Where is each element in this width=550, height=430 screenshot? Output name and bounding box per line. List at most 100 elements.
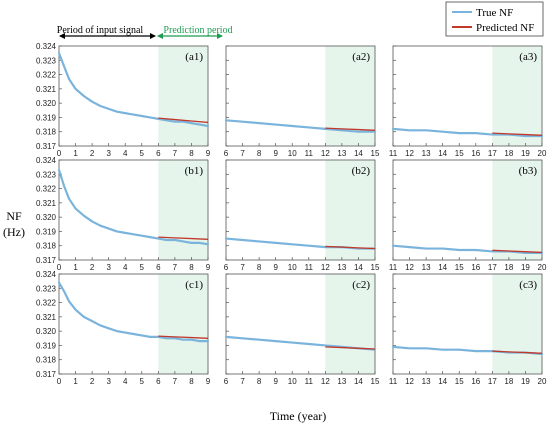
- x-tick-label-a1-1: 1: [73, 149, 78, 158]
- x-tick-label-a2-7: 7: [240, 149, 245, 158]
- predicted-nf-line-b3: [492, 249, 543, 254]
- x-tick-label-c3-18: 18: [504, 377, 513, 386]
- x-tick-label-a3-20: 20: [538, 149, 547, 158]
- x-tick-label-a2-14: 14: [354, 149, 363, 158]
- panel-c2: 6 7 8 9 10 11 12 13 14 15 (c2): [224, 273, 380, 386]
- predicted-nf-line-a3: [492, 132, 543, 136]
- x-tick-label-c1-0: 0: [57, 377, 62, 386]
- x-tick-label-c1-2: 2: [90, 377, 95, 386]
- x-tick-label-a3-18: 18: [504, 149, 513, 158]
- y-tick-label-b1-2: 0.319: [36, 227, 57, 236]
- panel-label-b1: (b1): [185, 165, 204, 177]
- panel-frame-a1: [58, 45, 209, 147]
- predicted-nf-line-c3: [492, 350, 543, 354]
- panel-b3: 11 12 13 14 15 16 17 18 19 20 (b3): [389, 159, 547, 272]
- x-tick-label-c1-4: 4: [123, 377, 128, 386]
- x-tick-label-b1-2: 2: [90, 263, 95, 272]
- x-tick-label-c2-11: 11: [305, 377, 314, 386]
- x-tick-label-a3-11: 11: [389, 149, 398, 158]
- x-tick-label-a1-0: 0: [57, 149, 62, 158]
- predicted-nf-line-b2: [325, 245, 376, 250]
- legend-box: [445, 1, 544, 37]
- panel-label-b2: (b2): [352, 165, 371, 177]
- x-tick-label-b3-17: 17: [488, 263, 497, 272]
- x-tick-label-c3-15: 15: [455, 377, 464, 386]
- y-tick-label-c1-7: 0.324: [36, 270, 57, 279]
- x-tick-label-a2-12: 12: [321, 149, 330, 158]
- y-tick-label-a1-1: 0.318: [36, 128, 57, 137]
- panel-a2: 6 7 8 9 10 11 12 13 14 15 (a2): [224, 45, 380, 158]
- x-tick-label-c2-10: 10: [288, 377, 297, 386]
- x-tick-label-a1-7: 7: [173, 149, 178, 158]
- y-tick-label-c1-1: 0.318: [36, 356, 57, 365]
- predicted-nf-line-c2: [325, 346, 376, 350]
- x-tick-label-b2-12: 12: [321, 263, 330, 272]
- y-tick-label-b1-0: 0.317: [36, 256, 57, 265]
- x-tick-label-a2-9: 9: [273, 149, 278, 158]
- y-tick-label-c1-2: 0.319: [36, 341, 57, 350]
- legend-true-label: True NF: [476, 7, 513, 19]
- x-tick-label-a2-8: 8: [257, 149, 262, 158]
- x-tick-label-b2-11: 11: [305, 263, 314, 272]
- y-axis-label-line2: (Hz): [3, 225, 25, 239]
- prediction-region-c1: [158, 274, 208, 374]
- y-tick-label-b1-7: 0.324: [36, 156, 57, 165]
- prediction-region-b2: [325, 160, 375, 260]
- x-tick-label-c2-15: 15: [371, 377, 380, 386]
- x-tick-label-b2-8: 8: [257, 263, 262, 272]
- prediction-region-c2: [325, 274, 375, 374]
- x-tick-label-c2-13: 13: [337, 377, 346, 386]
- y-tick-label-b1-3: 0.320: [36, 213, 57, 222]
- panel-frame-c1: [58, 273, 209, 375]
- x-tick-label-b3-15: 15: [455, 263, 464, 272]
- legend-predicted-label: Predicted NF: [476, 22, 534, 34]
- x-tick-label-c1-8: 8: [189, 377, 194, 386]
- x-tick-label-b2-7: 7: [240, 263, 245, 272]
- y-tick-label-c1-6: 0.323: [36, 284, 57, 293]
- predicted-nf-line-b1: [158, 236, 209, 240]
- x-tick-label-b1-1: 1: [73, 263, 78, 272]
- x-tick-label-a2-15: 15: [371, 149, 380, 158]
- x-tick-label-a1-5: 5: [140, 149, 145, 158]
- x-tick-label-a3-14: 14: [438, 149, 447, 158]
- x-tick-label-c1-1: 1: [73, 377, 78, 386]
- panel-frame-b3: [392, 159, 543, 261]
- x-tick-label-c1-6: 6: [156, 377, 161, 386]
- x-tick-label-a3-13: 13: [422, 149, 431, 158]
- predicted-nf-line-a1: [158, 117, 209, 124]
- x-tick-label-a2-6: 6: [224, 149, 229, 158]
- y-tick-label-a1-5: 0.322: [36, 71, 57, 80]
- x-tick-label-c3-14: 14: [438, 377, 447, 386]
- panel-label-a2: (a2): [352, 51, 370, 63]
- y-tick-label-b1-1: 0.318: [36, 242, 57, 251]
- prediction-region-c3: [492, 274, 542, 374]
- legend: True NF Predicted NF: [445, 1, 544, 37]
- x-tick-label-c1-3: 3: [106, 377, 111, 386]
- x-tick-label-b2-10: 10: [288, 263, 297, 272]
- panel-frame-c2: [225, 273, 376, 375]
- x-tick-label-b3-18: 18: [504, 263, 513, 272]
- panel-frame-c3: [392, 273, 543, 375]
- x-tick-label-b2-15: 15: [371, 263, 380, 272]
- x-tick-label-b3-11: 11: [389, 263, 398, 272]
- x-tick-label-b2-6: 6: [224, 263, 229, 272]
- panel-frame-b2: [225, 159, 376, 261]
- prediction-region-b3: [492, 160, 542, 260]
- y-tick-label-b1-6: 0.323: [36, 170, 57, 179]
- x-tick-label-b1-8: 8: [189, 263, 194, 272]
- x-tick-label-a1-4: 4: [123, 149, 128, 158]
- panels-group: 0 1 2 3 4 5 6 7 8 90.3170.3180.3190.3200.3210.322…: [36, 42, 547, 386]
- panel-b1: 0 1 2 3 4 5 6 7 8 9 0.317 0.318 0.319 0.320 0.321 0.322…: [36, 156, 211, 272]
- x-tick-label-c3-11: 11: [389, 377, 398, 386]
- x-tick-label-c1-7: 7: [173, 377, 178, 386]
- predicted-nf-line-a2: [325, 127, 376, 131]
- x-tick-label-a1-6: 6: [156, 149, 161, 158]
- x-tick-label-b3-16: 16: [471, 263, 480, 272]
- panel-b2: 6 7 8 9 10 11 12 13 14 15 (b2): [224, 159, 380, 272]
- x-tick-label-a1-3: 3: [106, 149, 111, 158]
- x-tick-label-b1-0: 0: [57, 263, 62, 272]
- x-tick-label-a3-15: 15: [455, 149, 464, 158]
- x-tick-label-b1-3: 3: [106, 263, 111, 272]
- panel-label-c3: (c3): [519, 279, 537, 291]
